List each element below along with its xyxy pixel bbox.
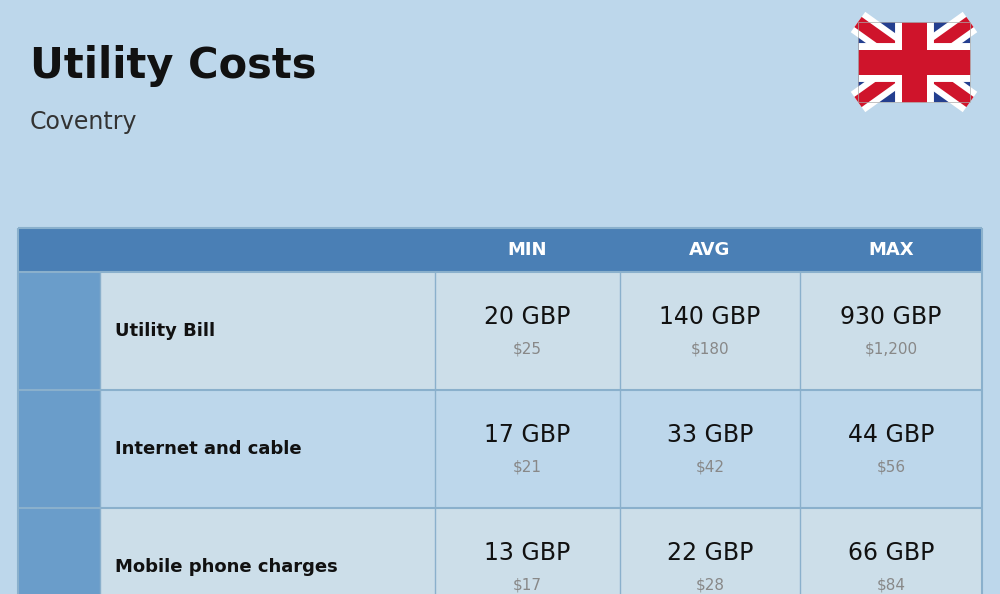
Text: Mobile phone charges: Mobile phone charges	[115, 558, 338, 576]
Bar	[18, 390, 982, 508]
Text: $56: $56	[876, 459, 906, 474]
Bar	[858, 22, 970, 102]
Text: 22 GBP: 22 GBP	[667, 541, 753, 565]
Text: Utility Costs: Utility Costs	[30, 45, 316, 87]
Text: 930 GBP: 930 GBP	[840, 305, 942, 329]
Text: $28: $28	[696, 577, 724, 592]
Text: 140 GBP: 140 GBP	[659, 305, 761, 329]
Text: MIN: MIN	[508, 241, 547, 259]
Text: 33 GBP: 33 GBP	[667, 423, 753, 447]
Text: MAX: MAX	[868, 241, 914, 259]
Text: $1,200: $1,200	[864, 341, 918, 356]
Text: $180: $180	[691, 341, 729, 356]
Text: 17 GBP: 17 GBP	[484, 423, 571, 447]
Text: $25: $25	[513, 341, 542, 356]
Bar	[858, 22, 970, 102]
Text: $21: $21	[513, 459, 542, 474]
Text: 44 GBP: 44 GBP	[848, 423, 934, 447]
Text: Utility Bill: Utility Bill	[115, 322, 215, 340]
Text: Coventry: Coventry	[30, 110, 138, 134]
Text: 20 GBP: 20 GBP	[484, 305, 571, 329]
Bar	[18, 508, 982, 594]
Bar	[18, 272, 100, 390]
Text: Internet and cable: Internet and cable	[115, 440, 302, 458]
Bar	[18, 272, 982, 390]
Text: $42: $42	[696, 459, 724, 474]
Text: $17: $17	[513, 577, 542, 592]
Bar	[18, 508, 100, 594]
Bar	[18, 390, 100, 508]
Text: AVG: AVG	[689, 241, 731, 259]
Text: $84: $84	[876, 577, 906, 592]
Bar	[18, 228, 982, 272]
Text: 66 GBP: 66 GBP	[848, 541, 934, 565]
Text: 13 GBP: 13 GBP	[484, 541, 571, 565]
